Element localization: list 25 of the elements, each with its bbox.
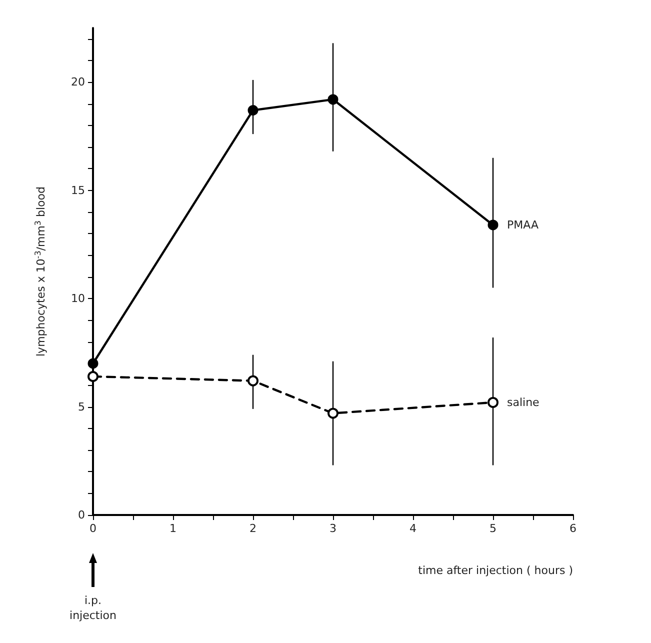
y-tick-label: 20 xyxy=(71,76,85,89)
point xyxy=(88,370,98,382)
x-tick-label: 5 xyxy=(490,522,496,535)
point xyxy=(248,375,258,386)
x-tick-label: 3 xyxy=(330,522,336,535)
series-label: saline xyxy=(507,396,540,409)
y-axis-title: lymphocytes x 10-3/mm3 blood xyxy=(34,186,48,357)
point xyxy=(328,408,338,419)
y-tick-label: 10 xyxy=(71,292,85,306)
y-tick-label: 5 xyxy=(78,400,85,414)
x-tick-label: 0 xyxy=(90,522,96,535)
y-tick-label: 0 xyxy=(78,508,85,522)
x-tick-label: 1 xyxy=(170,522,176,535)
point xyxy=(88,358,98,369)
x-tick-label: 4 xyxy=(410,522,416,535)
series-label: PMAA xyxy=(507,218,539,232)
x-tick-label: 6 xyxy=(570,522,576,535)
x-axis-title: time after injection ( hours ) xyxy=(418,564,573,577)
point xyxy=(328,94,338,105)
x-tick-label: 2 xyxy=(250,522,256,535)
y-tick-label: 15 xyxy=(71,184,85,197)
text: i.p. injection xyxy=(70,594,117,622)
point xyxy=(248,105,258,116)
point xyxy=(488,396,498,408)
point xyxy=(488,220,498,230)
